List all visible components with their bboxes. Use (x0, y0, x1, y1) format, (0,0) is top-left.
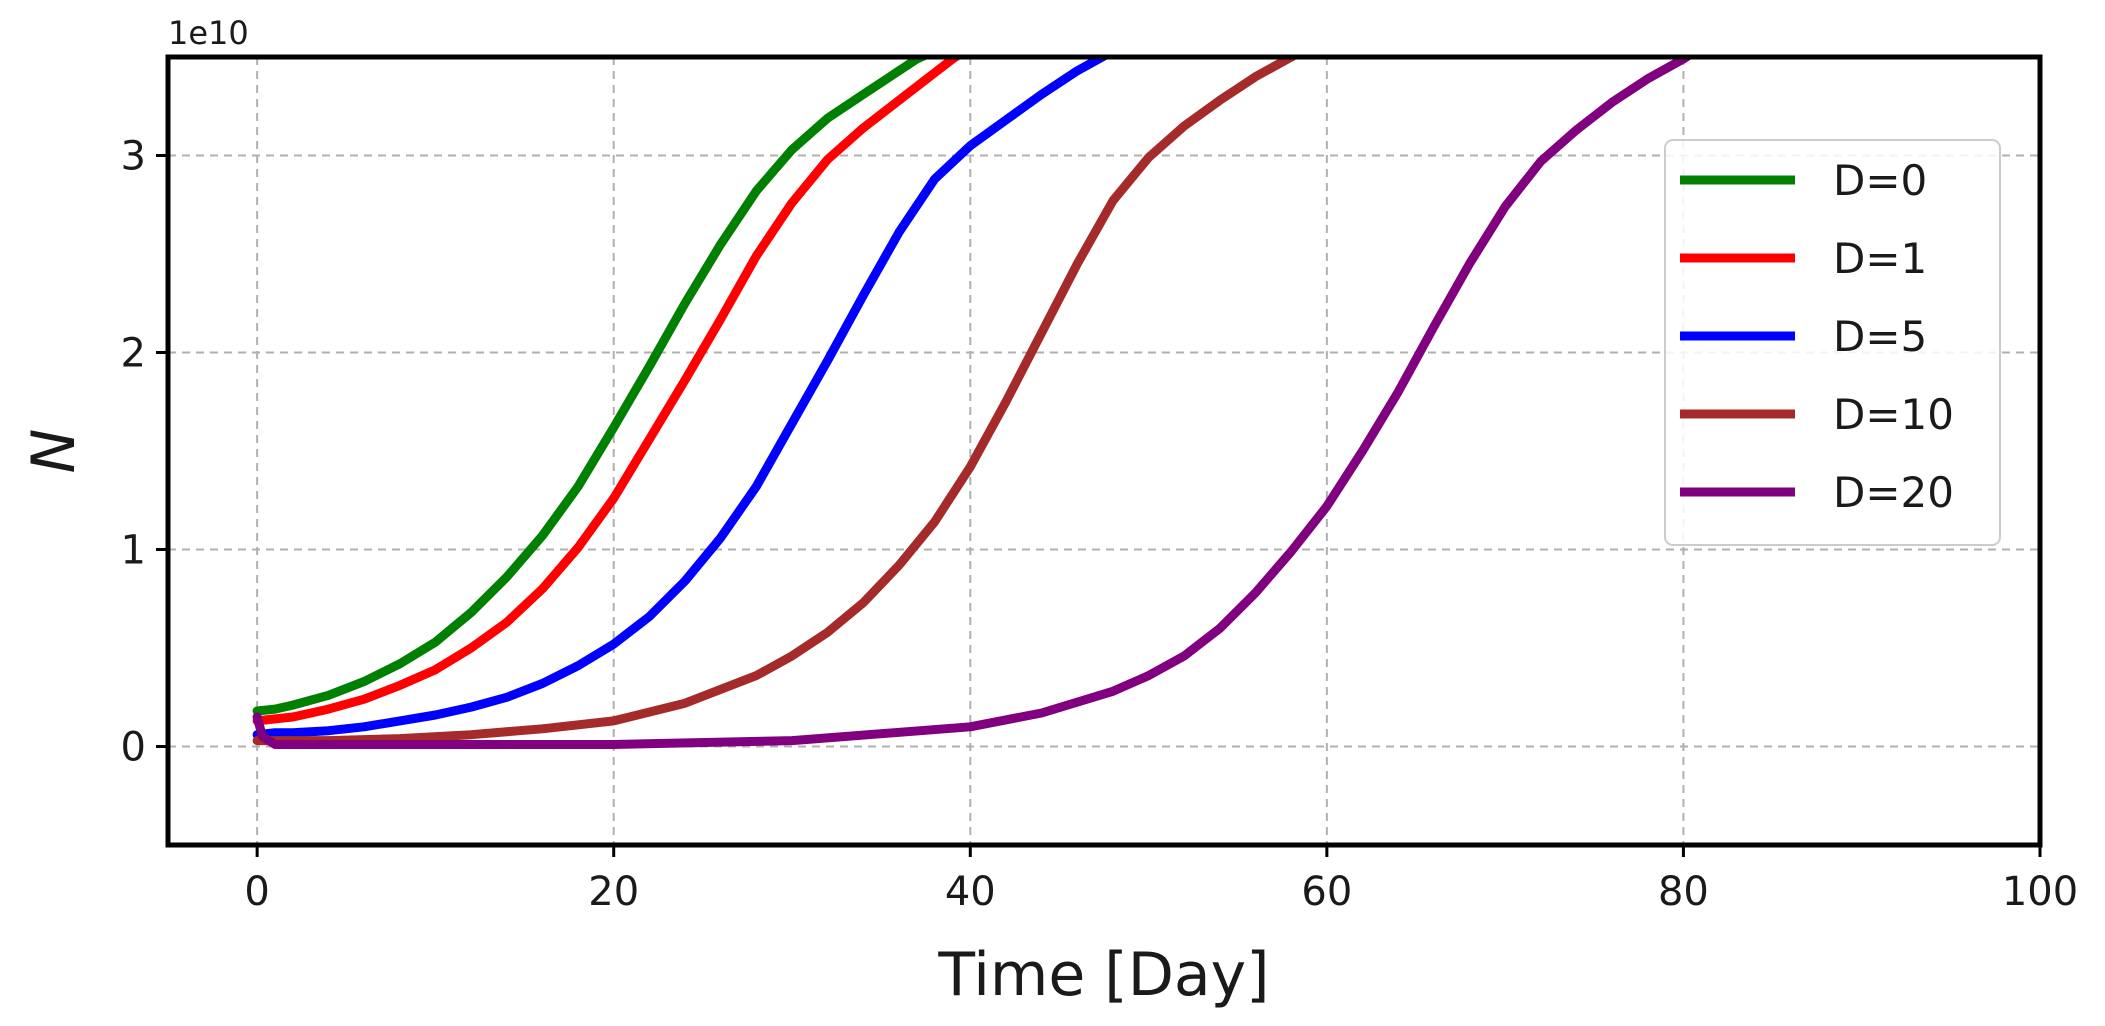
series-line-d-20 (252, 57, 1695, 749)
series-line-d-1 (252, 57, 964, 726)
y-tick-label-1: 1 (121, 528, 146, 574)
y-tick-label-3: 3 (121, 134, 146, 180)
y-tick-label-0: 0 (121, 725, 146, 771)
x-tick-label-1: 20 (588, 869, 639, 915)
y-axis-title: N (19, 429, 89, 474)
legend-label-d-10: D=10 (1833, 390, 1954, 439)
legend: D=0 D=1 D=5 D=10 D=20 (1664, 139, 2001, 546)
series-line-d-0 (252, 57, 933, 716)
x-axis-title: Time [Day] (937, 940, 1269, 1010)
y-offset-label: 1e10 (168, 14, 249, 52)
x-tick-label-5: 100 (2002, 869, 2078, 915)
x-tick-label-2: 40 (945, 869, 996, 915)
legend-label-d-1: D=1 (1833, 234, 1927, 283)
series-line-d-10 (252, 57, 1301, 746)
x-tick-label-4: 80 (1658, 869, 1709, 915)
series-layer (252, 57, 1695, 749)
plot-frame (165, 54, 2043, 848)
legend-box (1664, 139, 2001, 546)
legend-label-d-20: D=20 (1833, 468, 1954, 517)
x-tick-label-3: 60 (1301, 869, 1352, 915)
y-tick-label-2: 2 (121, 331, 146, 377)
legend-label-d-0: D=0 (1833, 156, 1927, 205)
legend-label-d-5: D=5 (1833, 312, 1927, 361)
x-tick-label-0: 0 (244, 869, 269, 915)
series-line-d-5 (252, 57, 1112, 740)
ticks: 0 20 40 60 80 100 0 1 2 3 (121, 134, 2079, 916)
